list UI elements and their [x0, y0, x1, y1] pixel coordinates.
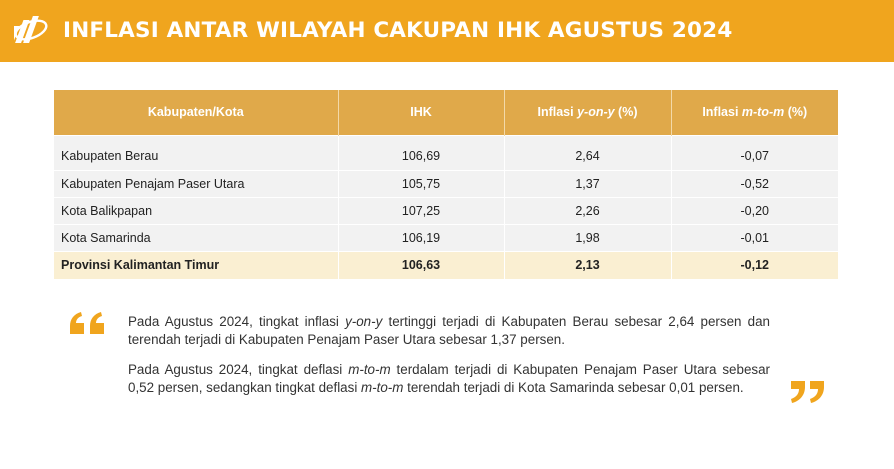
ihk-value: 105,75 — [338, 169, 505, 197]
column-header-yoy: Inflasi y-on-y (%) — [504, 90, 672, 135]
note-paragraph-yoy: Pada Agustus 2024, tingkat inflasi y-on-… — [128, 314, 770, 347]
region-name: Kabupaten Penajam Paser Utara — [54, 169, 339, 197]
page-header: INFLASI ANTAR WILAYAH CAKUPAN IHK AGUSTU… — [0, 0, 894, 62]
yoy-value: 2,13 — [504, 250, 672, 279]
mtm-value: -0,20 — [671, 196, 838, 224]
column-header-mtm: Inflasi m-to-m (%) — [671, 90, 838, 135]
column-header-ihk: IHK — [338, 90, 505, 135]
table-total-row: Provinsi Kalimantan Timur 106,63 2,13 -0… — [54, 250, 838, 279]
mtm-value: -0,12 — [671, 250, 838, 279]
bps-logo-icon — [14, 16, 48, 43]
yoy-value: 1,37 — [504, 169, 672, 197]
column-header-region: Kabupaten/Kota — [54, 90, 339, 135]
quote-open-icon — [70, 312, 104, 334]
page-title: INFLASI ANTAR WILAYAH CAKUPAN IHK AGUSTU… — [63, 18, 733, 43]
ihk-value: 106,69 — [338, 134, 505, 170]
ihk-value: 106,63 — [338, 250, 505, 279]
yoy-value: 2,64 — [504, 134, 672, 170]
inflation-table: Kabupaten/Kota IHK Inflasi y-on-y (%) In… — [54, 90, 838, 279]
region-name: Kota Balikpapan — [54, 196, 339, 224]
yoy-value: 1,98 — [504, 223, 672, 251]
region-name: Kabupaten Berau — [54, 134, 339, 170]
ihk-value: 107,25 — [338, 196, 505, 224]
quote-close-icon — [791, 381, 824, 403]
table-row: Kabupaten Penajam Paser Utara 105,75 1,3… — [54, 169, 838, 197]
table-row: Kota Samarinda 106,19 1,98 -0,01 — [54, 223, 838, 251]
mtm-value: -0,52 — [671, 169, 838, 197]
table-row: Kabupaten Berau 106,69 2,64 -0,07 — [54, 134, 838, 170]
table-header-row: Kabupaten/Kota IHK Inflasi y-on-y (%) In… — [54, 90, 838, 135]
ihk-value: 106,19 — [338, 223, 505, 251]
table-row: Kota Balikpapan 107,25 2,26 -0,20 — [54, 196, 838, 224]
note-paragraph-mtm: Pada Agustus 2024, tingkat deflasi m-to-… — [128, 362, 770, 395]
yoy-value: 2,26 — [504, 196, 672, 224]
province-name: Provinsi Kalimantan Timur — [54, 250, 339, 279]
mtm-value: -0,01 — [671, 223, 838, 251]
mtm-value: -0,07 — [671, 134, 838, 170]
region-name: Kota Samarinda — [54, 223, 339, 251]
